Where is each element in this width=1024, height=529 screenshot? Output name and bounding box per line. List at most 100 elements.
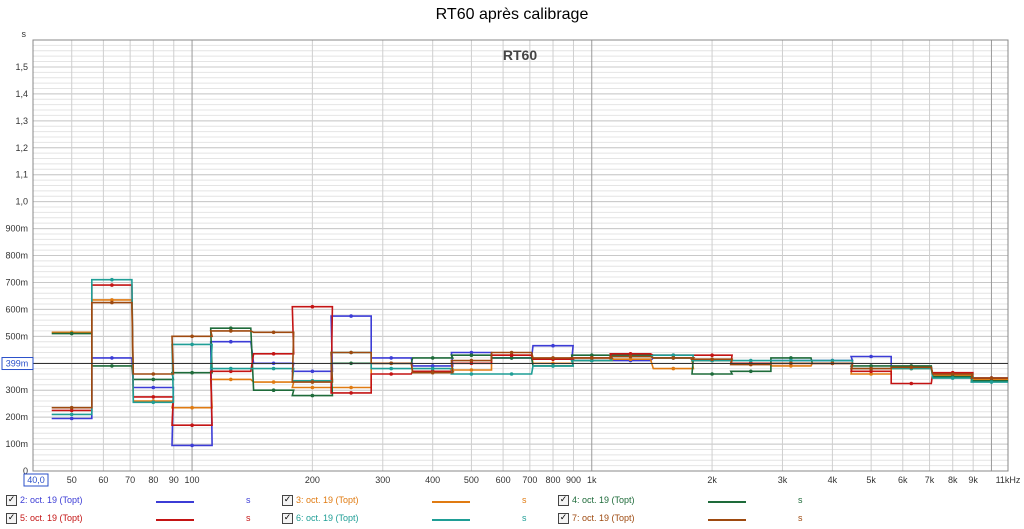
data-point bbox=[110, 277, 114, 282]
data-point bbox=[151, 400, 156, 405]
data-point bbox=[229, 329, 233, 333]
data-point bbox=[389, 372, 394, 376]
x-tick-label: 70 bbox=[125, 475, 135, 485]
legend: ✓ 2: oct. 19 (Topt) s ✓ 3: oct. 19 (Topt… bbox=[0, 489, 1024, 529]
data-point bbox=[151, 395, 156, 399]
data-point bbox=[869, 366, 873, 371]
data-point bbox=[628, 352, 633, 356]
legend-checkbox-2[interactable]: ✓ bbox=[6, 495, 17, 506]
data-point bbox=[190, 334, 194, 339]
data-point bbox=[229, 377, 233, 382]
y-tick-label: 300m bbox=[5, 385, 28, 395]
series-line-6 bbox=[51, 278, 1008, 416]
data-point bbox=[271, 352, 276, 356]
data-point bbox=[830, 358, 835, 363]
data-point bbox=[271, 330, 276, 335]
legend-line-5 bbox=[156, 519, 194, 521]
x-tick-label: 7k bbox=[925, 475, 935, 485]
x-tick-label: 6k bbox=[898, 475, 908, 485]
data-point bbox=[789, 358, 793, 363]
data-point bbox=[869, 372, 873, 376]
y-tick-label: 1,2 bbox=[15, 143, 28, 153]
x-tick-label: 8k bbox=[948, 475, 958, 485]
data-point bbox=[310, 369, 315, 374]
data-point bbox=[551, 364, 555, 368]
data-point bbox=[349, 391, 353, 395]
data-point bbox=[551, 356, 555, 360]
x-range-start-box bbox=[23, 473, 49, 487]
data-point bbox=[190, 342, 194, 347]
legend-item-2[interactable]: ✓ 2: oct. 19 (Topt) s bbox=[6, 492, 276, 509]
data-point bbox=[671, 366, 676, 371]
data-point bbox=[749, 358, 753, 363]
data-point bbox=[509, 356, 514, 360]
data-point bbox=[789, 356, 793, 360]
x-tick-label: 800 bbox=[546, 475, 561, 485]
data-point bbox=[151, 385, 156, 390]
data-point bbox=[190, 370, 194, 375]
legend-label-6: 6: oct. 19 (Topt) bbox=[296, 513, 359, 523]
data-point bbox=[469, 368, 474, 372]
x-tick-label: 90 bbox=[169, 475, 179, 485]
x-range-start-label: 40,0 bbox=[27, 475, 45, 485]
x-tick-label: 700 bbox=[522, 475, 537, 485]
legend-label-4: 4: oct. 19 (Topt) bbox=[572, 495, 635, 505]
y-tick-label: 600m bbox=[5, 304, 28, 314]
legend-item-6[interactable]: ✓ 6: oct. 19 (Topt) s bbox=[282, 510, 552, 527]
legend-line-4 bbox=[708, 501, 746, 503]
x-tick-label: 9k bbox=[968, 475, 978, 485]
data-point bbox=[110, 364, 114, 368]
plot-frame bbox=[32, 39, 1009, 472]
x-tick-label: 80 bbox=[148, 475, 158, 485]
data-point bbox=[469, 372, 474, 376]
data-point bbox=[190, 405, 194, 410]
x-tick-label: 600 bbox=[496, 475, 511, 485]
legend-checkbox-5[interactable]: ✓ bbox=[6, 513, 17, 524]
data-point bbox=[590, 358, 594, 363]
legend-item-5[interactable]: ✓ 5: oct. 19 (Topt) s bbox=[6, 510, 276, 527]
legend-unit-4: s bbox=[798, 495, 803, 505]
legend-checkbox-7[interactable]: ✓ bbox=[558, 513, 569, 524]
data-point bbox=[229, 326, 233, 331]
x-tick-label: 60 bbox=[98, 475, 108, 485]
data-point bbox=[749, 369, 753, 374]
legend-item-4[interactable]: ✓ 4: oct. 19 (Topt) s bbox=[558, 492, 828, 509]
data-point bbox=[151, 372, 156, 376]
x-tick-label: 4k bbox=[828, 475, 838, 485]
x-tick-label: 3k bbox=[778, 475, 788, 485]
data-point bbox=[710, 353, 714, 358]
x-tick-label: 5k bbox=[866, 475, 876, 485]
data-point bbox=[110, 283, 114, 287]
data-point bbox=[69, 412, 74, 417]
legend-item-3[interactable]: ✓ 3: oct. 19 (Topt) s bbox=[282, 492, 552, 509]
data-point bbox=[271, 388, 276, 393]
y-tick-label: 500m bbox=[5, 331, 28, 341]
data-point bbox=[69, 405, 74, 410]
cursor-value-box bbox=[1, 357, 34, 371]
data-point bbox=[509, 372, 514, 376]
legend-item-7[interactable]: ✓ 7: oct. 19 (Topt) s bbox=[558, 510, 828, 527]
data-point bbox=[950, 376, 955, 380]
legend-label-3: 3: oct. 19 (Topt) bbox=[296, 495, 359, 505]
legend-label-2: 2: oct. 19 (Topt) bbox=[20, 495, 83, 505]
rt60-chart[interactable]: 0100m200m300m400m500m600m700m800m900m1,0… bbox=[0, 0, 1024, 489]
y-tick-label: 1,4 bbox=[15, 89, 28, 99]
legend-checkbox-3[interactable]: ✓ bbox=[282, 495, 293, 506]
legend-checkbox-4[interactable]: ✓ bbox=[558, 495, 569, 506]
y-tick-label: 800m bbox=[5, 251, 28, 261]
y-tick-label: 900m bbox=[5, 224, 28, 234]
data-point bbox=[430, 370, 435, 375]
data-point bbox=[229, 366, 233, 371]
data-point bbox=[551, 343, 555, 348]
data-point bbox=[69, 416, 74, 421]
data-point bbox=[590, 353, 594, 358]
data-point bbox=[869, 369, 873, 374]
data-point bbox=[229, 369, 233, 374]
data-point bbox=[710, 357, 714, 362]
data-point bbox=[869, 364, 873, 368]
legend-unit-5: s bbox=[246, 513, 251, 523]
data-point bbox=[909, 381, 914, 386]
legend-label-7: 7: oct. 19 (Topt) bbox=[572, 513, 635, 523]
data-point bbox=[229, 339, 233, 344]
legend-checkbox-6[interactable]: ✓ bbox=[282, 513, 293, 524]
